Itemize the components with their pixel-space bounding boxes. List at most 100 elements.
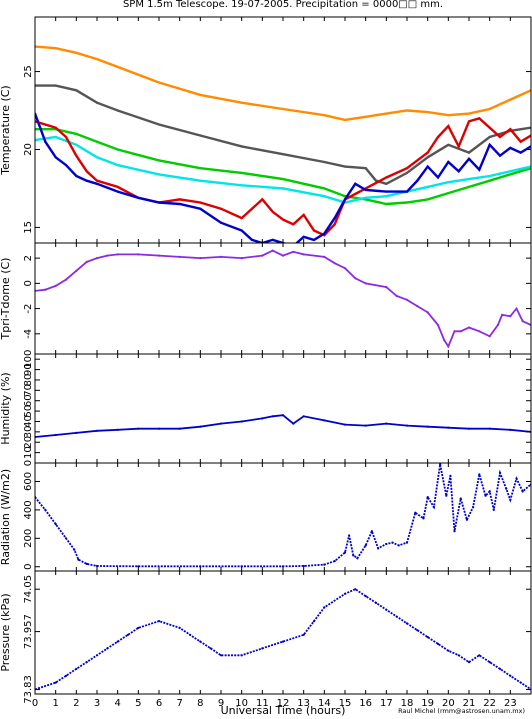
data-point — [64, 135, 68, 139]
data-point — [385, 286, 388, 289]
series-line-2 — [35, 127, 531, 206]
y-tick-label: 60 — [23, 394, 34, 407]
data-point — [505, 487, 508, 490]
y-axis-label: Pressure (kPa) — [0, 593, 12, 671]
y-axis-label: Tpri-Tdome (C) — [0, 258, 12, 341]
data-point — [391, 541, 394, 544]
data-point — [240, 145, 243, 148]
data-point — [85, 179, 88, 182]
data-point — [302, 213, 305, 216]
data-point — [302, 415, 305, 418]
data-point — [75, 431, 78, 434]
data-point — [95, 564, 99, 568]
data-point — [64, 164, 68, 167]
data-point — [54, 47, 57, 50]
data-point — [240, 101, 243, 104]
panel-tdelta: 2 0 -2 -4 Tpri-Tdome (C) — [0, 242, 532, 355]
data-point — [302, 235, 305, 238]
data-point — [467, 120, 471, 123]
data-point — [95, 179, 99, 182]
x-tick-label: 23 — [504, 698, 517, 709]
panel-pressure: 73.83 73.957 74.05 Pressure (kPa) — [0, 570, 532, 704]
x-tick-label: 4 — [114, 698, 120, 709]
data-point — [157, 159, 161, 162]
x-tick-label: 12 — [277, 698, 290, 709]
data-point — [509, 428, 512, 431]
data-point — [302, 633, 305, 636]
data-point — [509, 146, 512, 149]
data-point — [157, 201, 161, 204]
data-point — [447, 345, 450, 348]
data-point — [443, 339, 446, 342]
data-point — [199, 179, 202, 182]
data-point — [54, 681, 57, 684]
data-point — [377, 547, 380, 550]
data-point — [356, 557, 359, 560]
y-axis-label: Humidity (%) — [0, 372, 12, 444]
data-point — [385, 202, 388, 206]
data-point — [64, 278, 68, 281]
data-point — [261, 254, 264, 257]
data-point — [116, 185, 119, 188]
data-point — [509, 498, 512, 501]
data-point — [385, 542, 388, 546]
data-point — [219, 207, 223, 210]
y-tick-label: -2 — [23, 304, 34, 314]
data-point — [302, 564, 305, 568]
series-group — [35, 249, 531, 349]
data-point — [292, 422, 295, 425]
data-point — [405, 167, 409, 170]
data-point — [385, 190, 388, 193]
data-point — [395, 615, 398, 618]
data-point — [426, 198, 429, 201]
data-point — [422, 517, 425, 520]
x-tick-label: 6 — [156, 698, 162, 709]
figure-title: SPM 1.5m Telescope. 19-07-2005. Precipit… — [123, 0, 443, 10]
series-line-0 — [35, 45, 531, 122]
data-point — [157, 427, 161, 430]
data-point — [85, 661, 88, 664]
data-point — [343, 118, 347, 121]
y-tick-label: 2 — [23, 255, 34, 261]
data-point — [95, 156, 99, 159]
data-point — [364, 595, 367, 598]
panel-frame — [34, 16, 532, 244]
data-point — [54, 156, 57, 159]
x-axis-label: Universal Time (hours) — [221, 704, 346, 717]
y-tick-label: 30 — [23, 425, 34, 438]
data-point — [219, 654, 223, 657]
data-point — [333, 223, 336, 226]
data-point — [397, 544, 400, 547]
data-point — [137, 427, 140, 430]
x-tick-label: 3 — [94, 698, 100, 709]
x-tick-label: 8 — [197, 698, 203, 709]
data-point — [385, 422, 388, 425]
data-point — [478, 117, 481, 120]
data-point — [439, 463, 442, 466]
data-point — [364, 282, 367, 285]
data-point — [436, 323, 440, 327]
series-line-0 — [35, 464, 531, 568]
data-point — [467, 112, 471, 115]
data-point — [453, 330, 456, 333]
data-point — [323, 255, 326, 258]
data-point — [352, 554, 355, 557]
data-point — [385, 608, 388, 611]
data-point — [343, 592, 347, 595]
y-tick-label: 40 — [23, 415, 34, 428]
data-point — [416, 629, 419, 632]
x-tick-label: 21 — [463, 698, 476, 709]
data-point — [323, 114, 326, 117]
data-point — [465, 518, 468, 521]
data-point — [426, 311, 429, 314]
data-point — [426, 165, 429, 168]
data-point — [95, 140, 99, 143]
data-point — [472, 506, 475, 509]
data-point — [199, 93, 202, 96]
data-point — [95, 654, 99, 657]
data-point — [501, 313, 504, 316]
data-point — [54, 126, 57, 129]
data-point — [426, 185, 429, 188]
data-point — [395, 294, 398, 298]
data-point — [478, 330, 481, 333]
